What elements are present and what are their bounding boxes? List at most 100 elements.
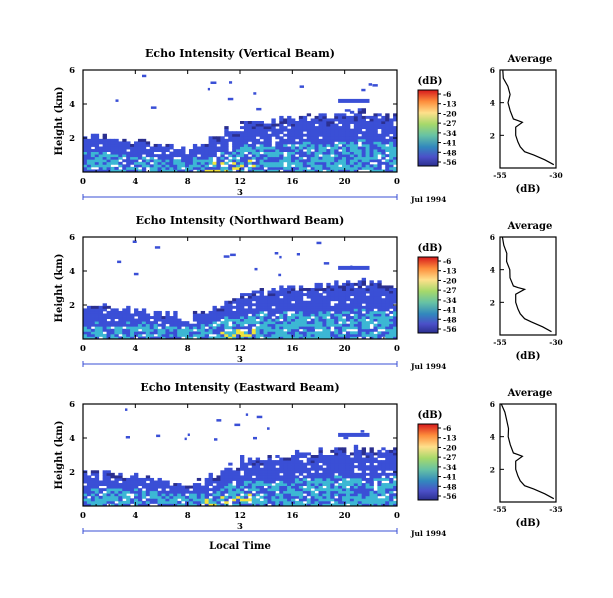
echo-cell (349, 462, 355, 466)
echo-cell (232, 503, 237, 507)
echo-cell (338, 485, 343, 489)
profile-x-label: (dB) (516, 351, 541, 362)
echo-cell (318, 121, 323, 124)
echo-cell (200, 143, 206, 147)
echo-cell (314, 488, 319, 492)
colorbar-tick-label: -34 (443, 129, 457, 138)
echo-cell (208, 331, 213, 335)
echo-cell (369, 336, 374, 340)
echo-cell (287, 159, 292, 163)
echo-cell (106, 310, 111, 314)
echo-cell (255, 141, 261, 145)
echo-cell (208, 146, 213, 150)
echo-cell (283, 475, 288, 479)
echo-cell (338, 447, 343, 451)
echo-cell (330, 293, 335, 297)
echo-cell (251, 151, 257, 155)
echo-cell (228, 133, 233, 137)
echo-cell (381, 293, 386, 297)
echo-cell (165, 149, 170, 152)
echo-cell (279, 161, 284, 165)
echo-speck (267, 427, 270, 430)
echo-cell (365, 115, 370, 119)
echo-cell (263, 151, 268, 155)
echo-cell (369, 131, 374, 135)
echo-cell (243, 308, 249, 312)
echo-cell (381, 323, 386, 327)
echo-cell (330, 333, 335, 337)
echo-cell (98, 333, 104, 337)
echo-cell (114, 323, 119, 327)
echo-cell (259, 128, 264, 132)
echo-cell (114, 143, 119, 147)
echo-cell (240, 318, 245, 322)
echo-cell (345, 495, 351, 499)
echo-cell (353, 313, 359, 317)
echo-cell (298, 305, 304, 309)
echo-cell (318, 503, 323, 507)
echo-cell (306, 156, 312, 160)
echo-cell (365, 488, 370, 492)
echo-cell (275, 159, 280, 163)
echo-cell (247, 470, 253, 474)
echo-cell (318, 331, 323, 335)
echo-cell (318, 149, 323, 152)
echo-cell (118, 483, 123, 486)
echo-cell (247, 477, 253, 481)
echo-cell (353, 149, 359, 152)
echo-cell (326, 318, 331, 322)
echo-cell (251, 303, 257, 307)
echo-cell (90, 495, 96, 499)
echo-cell (310, 146, 315, 150)
echo-cell (267, 308, 272, 312)
echo-cell (318, 169, 323, 173)
echo-cell (365, 300, 370, 304)
echo-cell (118, 336, 123, 340)
echo-cell (122, 149, 127, 152)
echo-cell (169, 146, 174, 150)
echo-cell (291, 467, 296, 471)
echo-cell (365, 493, 370, 497)
echo-cell (381, 313, 386, 317)
echo-cell (224, 490, 229, 494)
echo-cell (130, 490, 135, 494)
echo-cell (283, 460, 288, 464)
echo-cell (345, 310, 351, 314)
echo-cell (283, 331, 288, 335)
echo-cell (294, 318, 300, 322)
echo-cell (389, 465, 394, 469)
echo-cell (267, 138, 272, 142)
echo-cell (357, 128, 363, 132)
echo-cell (310, 159, 315, 163)
echo-cell (294, 449, 300, 453)
echo-cell (283, 138, 288, 142)
echo-cell (353, 318, 359, 322)
echo-cell (255, 159, 261, 163)
echo-cell (216, 169, 221, 173)
echo-cell (322, 154, 327, 158)
echo-cell (188, 500, 194, 504)
echo-cell (385, 123, 390, 127)
echo-cell (224, 146, 229, 150)
echo-cell (279, 118, 284, 122)
echo-cell (338, 333, 343, 337)
echo-cell (306, 293, 312, 297)
echo-cell (98, 305, 104, 309)
echo-cell (353, 164, 359, 168)
echo-cell (302, 305, 308, 309)
echo-cell (326, 133, 331, 137)
echo-cell (181, 493, 186, 497)
echo-cell (326, 298, 331, 302)
echo-cell (271, 154, 276, 158)
echo-cell (314, 498, 319, 502)
echo-cell (377, 336, 382, 340)
echo-cell (137, 151, 143, 155)
echo-cell (294, 141, 300, 145)
echo-cell (263, 156, 268, 160)
echo-cell (310, 151, 315, 155)
echo-cell (306, 503, 312, 507)
echo-cell (377, 169, 382, 173)
echo-cell (126, 326, 131, 330)
echo-cell (118, 326, 123, 330)
echo-cell (247, 166, 253, 170)
